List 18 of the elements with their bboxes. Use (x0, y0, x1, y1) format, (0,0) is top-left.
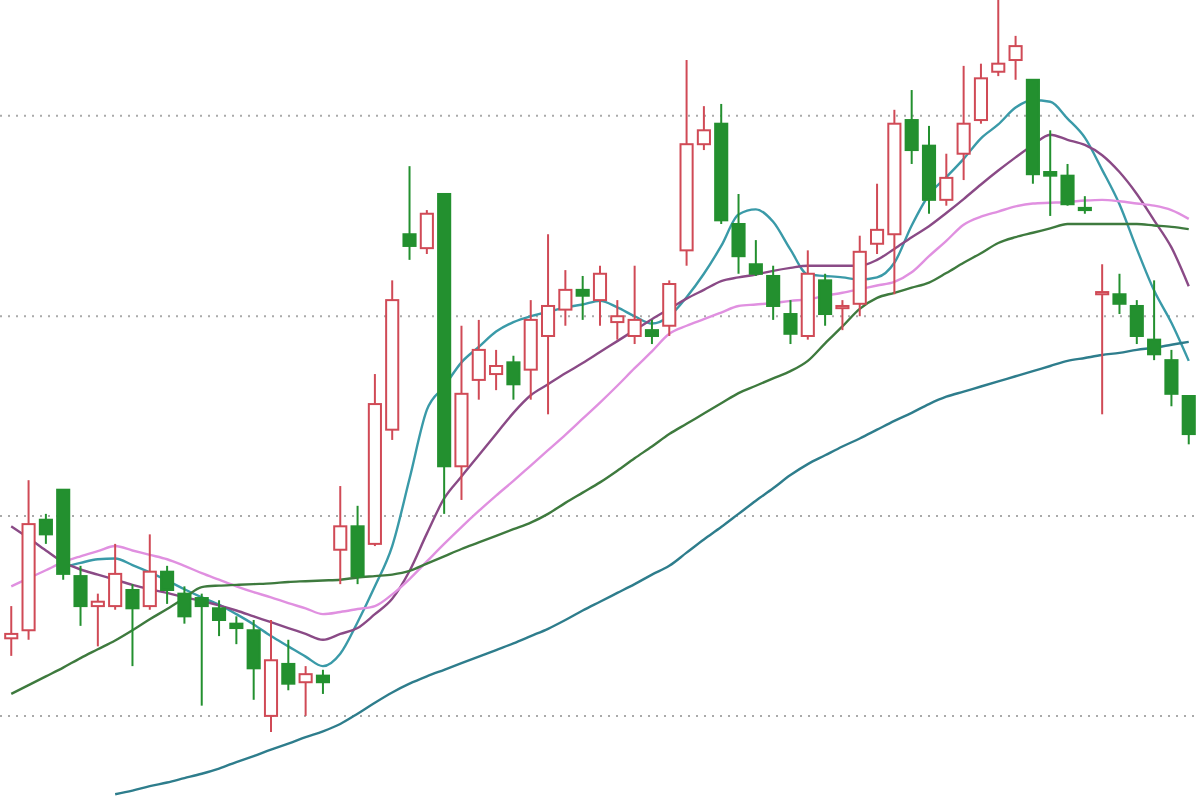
candlestick (1095, 263, 1110, 416)
candlestick (454, 324, 469, 501)
candlestick (177, 585, 192, 625)
candlestick (73, 564, 88, 627)
candlestick (246, 619, 261, 701)
candlestick (766, 264, 781, 321)
candlestick (783, 299, 798, 346)
candlestick (956, 64, 971, 182)
candlestick (21, 479, 36, 641)
candlestick (402, 165, 417, 261)
candlestick (610, 299, 625, 341)
candlestick (1008, 34, 1023, 81)
candlestick (333, 485, 348, 586)
candlestick (229, 615, 244, 646)
candlestick (263, 619, 279, 733)
candlestick (575, 274, 590, 321)
candlestick (1112, 272, 1127, 316)
candlestick (731, 192, 746, 275)
